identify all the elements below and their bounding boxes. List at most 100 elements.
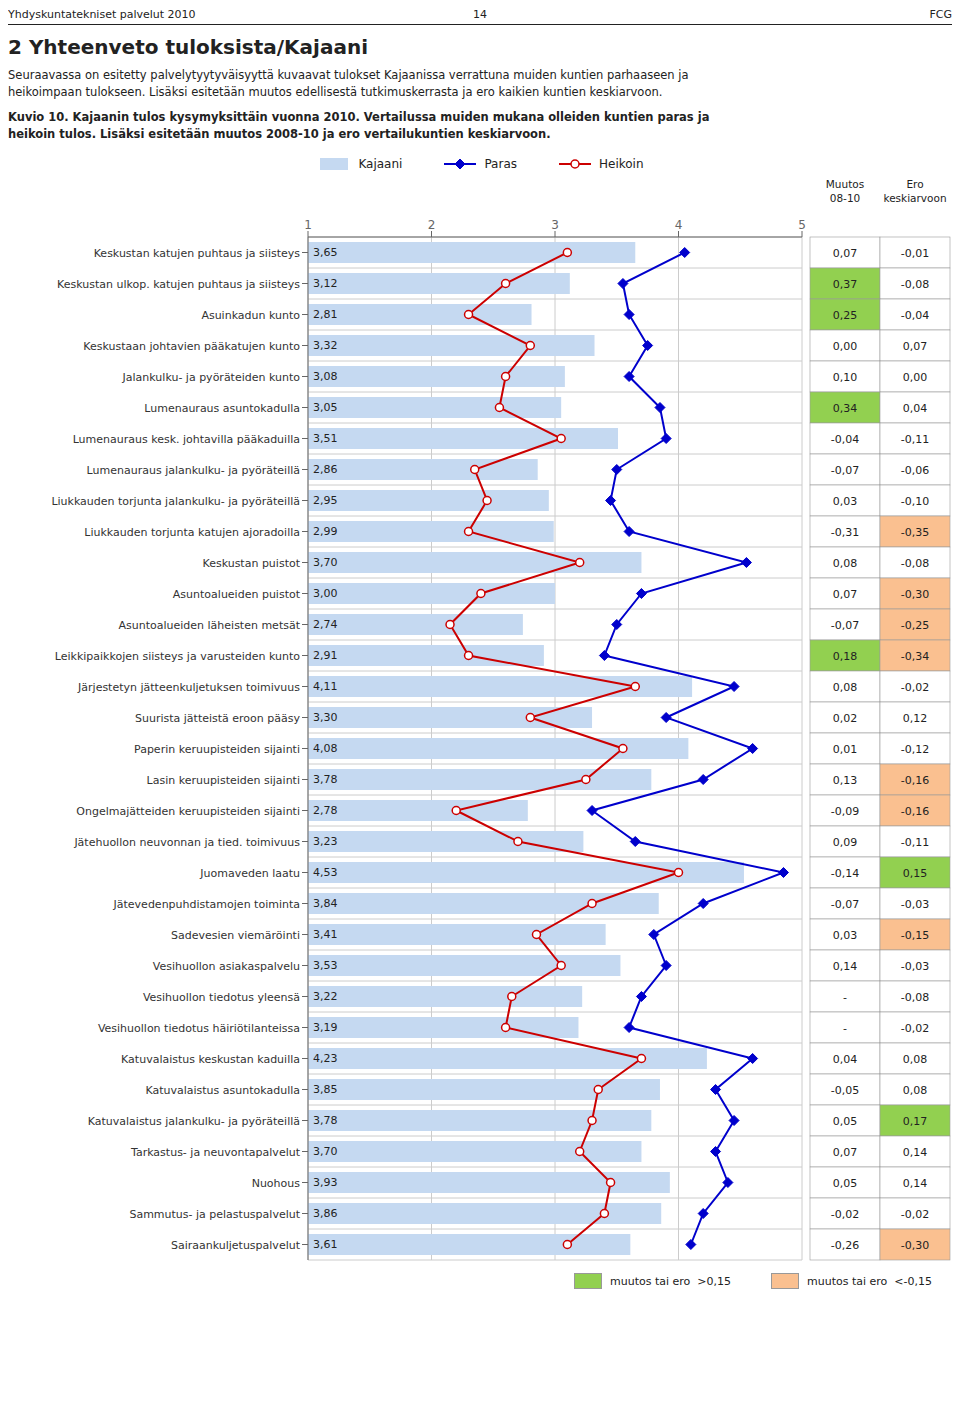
svg-text:Sairaankuljetuspalvelut: Sairaankuljetuspalvelut bbox=[171, 1239, 301, 1252]
svg-text:-0,02: -0,02 bbox=[901, 1208, 929, 1221]
svg-text:Katuvalaistus jalankulku- ja p: Katuvalaistus jalankulku- ja pyöräteillä bbox=[88, 1115, 300, 1128]
svg-text:0,02: 0,02 bbox=[833, 712, 858, 725]
svg-text:-0,10: -0,10 bbox=[901, 495, 929, 508]
svg-text:-0,06: -0,06 bbox=[901, 464, 929, 477]
svg-text:2,74: 2,74 bbox=[313, 618, 338, 631]
svg-text:1: 1 bbox=[304, 218, 312, 232]
svg-text:0,07: 0,07 bbox=[833, 1146, 858, 1159]
svg-text:3: 3 bbox=[551, 218, 559, 232]
svg-text:0,04: 0,04 bbox=[903, 402, 928, 415]
svg-text:3,51: 3,51 bbox=[313, 432, 338, 445]
svg-text:Keskustan katujen puhtaus ja s: Keskustan katujen puhtaus ja siisteys bbox=[94, 247, 301, 260]
svg-text:2,99: 2,99 bbox=[313, 525, 338, 538]
svg-text:-0,01: -0,01 bbox=[901, 247, 929, 260]
svg-text:-0,07: -0,07 bbox=[831, 619, 859, 632]
svg-text:-0,11: -0,11 bbox=[901, 433, 929, 446]
svg-text:-0,35: -0,35 bbox=[901, 526, 929, 539]
svg-text:0,08: 0,08 bbox=[833, 557, 858, 570]
svg-text:Liukkauden torjunta jalankulku: Liukkauden torjunta jalankulku- ja pyörä… bbox=[51, 495, 300, 508]
svg-text:4,23: 4,23 bbox=[313, 1052, 338, 1065]
svg-text:0,37: 0,37 bbox=[833, 278, 858, 291]
svg-text:Lumenauraus asuntokadulla: Lumenauraus asuntokadulla bbox=[144, 402, 300, 415]
svg-text:0,18: 0,18 bbox=[833, 650, 858, 663]
svg-text:0,00: 0,00 bbox=[833, 340, 858, 353]
svg-text:3,05: 3,05 bbox=[313, 401, 338, 414]
svg-text:3,41: 3,41 bbox=[313, 928, 338, 941]
svg-text:5: 5 bbox=[798, 218, 806, 232]
svg-text:0,15: 0,15 bbox=[903, 867, 928, 880]
svg-text:Leikkipaikkojen siisteys ja va: Leikkipaikkojen siisteys ja varusteiden … bbox=[55, 650, 301, 663]
svg-text:Jätevedenpuhdistamojen toimint: Jätevedenpuhdistamojen toiminta bbox=[113, 898, 300, 911]
svg-text:3,86: 3,86 bbox=[313, 1207, 338, 1220]
svg-text:Asuntoalueiden puistot: Asuntoalueiden puistot bbox=[173, 588, 301, 601]
svg-text:3,32: 3,32 bbox=[313, 339, 338, 352]
svg-text:Nuohous: Nuohous bbox=[252, 1177, 301, 1190]
svg-text:3,70: 3,70 bbox=[313, 556, 338, 569]
svg-text:-: - bbox=[843, 1022, 847, 1035]
svg-text:0,17: 0,17 bbox=[903, 1115, 928, 1128]
svg-text:3,30: 3,30 bbox=[313, 711, 338, 724]
svg-text:-0,02: -0,02 bbox=[831, 1208, 859, 1221]
svg-text:-0,07: -0,07 bbox=[831, 464, 859, 477]
svg-text:4,53: 4,53 bbox=[313, 866, 338, 879]
svg-text:Lasin keruupisteiden sijainti: Lasin keruupisteiden sijainti bbox=[147, 774, 300, 787]
svg-text:Suurista jätteistä eroon pääsy: Suurista jätteistä eroon pääsy bbox=[135, 712, 300, 725]
svg-text:0,05: 0,05 bbox=[833, 1115, 858, 1128]
svg-text:3,12: 3,12 bbox=[313, 277, 338, 290]
svg-text:Vesihuollon tiedotus yleensä: Vesihuollon tiedotus yleensä bbox=[143, 991, 300, 1004]
svg-text:0,08: 0,08 bbox=[903, 1053, 928, 1066]
svg-text:-0,16: -0,16 bbox=[901, 805, 929, 818]
svg-text:-0,12: -0,12 bbox=[901, 743, 929, 756]
svg-text:-0,03: -0,03 bbox=[901, 898, 929, 911]
svg-text:-0,08: -0,08 bbox=[901, 557, 929, 570]
svg-text:4,08: 4,08 bbox=[313, 742, 338, 755]
svg-text:3,78: 3,78 bbox=[313, 773, 338, 786]
svg-text:-0,30: -0,30 bbox=[901, 1239, 929, 1252]
svg-text:-0,16: -0,16 bbox=[901, 774, 929, 787]
svg-text:0,10: 0,10 bbox=[833, 371, 858, 384]
svg-text:0,25: 0,25 bbox=[833, 309, 858, 322]
svg-text:-0,34: -0,34 bbox=[901, 650, 929, 663]
svg-text:Paperin keruupisteiden sijaint: Paperin keruupisteiden sijainti bbox=[134, 743, 300, 756]
svg-text:-0,26: -0,26 bbox=[831, 1239, 859, 1252]
svg-text:3,65: 3,65 bbox=[313, 246, 338, 259]
svg-text:3,78: 3,78 bbox=[313, 1114, 338, 1127]
svg-text:3,53: 3,53 bbox=[313, 959, 338, 972]
svg-text:-0,31: -0,31 bbox=[831, 526, 859, 539]
svg-text:2,91: 2,91 bbox=[313, 649, 338, 662]
svg-text:Asuinkadun kunto: Asuinkadun kunto bbox=[201, 309, 300, 322]
svg-text:0,34: 0,34 bbox=[833, 402, 858, 415]
svg-text:Vesihuollon tiedotus häiriötil: Vesihuollon tiedotus häiriötilanteissa bbox=[98, 1022, 300, 1035]
svg-text:3,61: 3,61 bbox=[313, 1238, 338, 1251]
svg-text:Keskustan ulkop. katujen puhta: Keskustan ulkop. katujen puhtaus ja siis… bbox=[57, 278, 300, 291]
svg-text:3,85: 3,85 bbox=[313, 1083, 338, 1096]
svg-text:3,93: 3,93 bbox=[313, 1176, 338, 1189]
svg-text:Vesihuollon asiakaspalvelu: Vesihuollon asiakaspalvelu bbox=[153, 960, 300, 973]
svg-text:0,00: 0,00 bbox=[903, 371, 928, 384]
svg-text:0,09: 0,09 bbox=[833, 836, 858, 849]
svg-text:Ongelmajätteiden keruupisteide: Ongelmajätteiden keruupisteiden sijainti bbox=[76, 805, 300, 818]
svg-text:0,08: 0,08 bbox=[903, 1084, 928, 1097]
svg-text:3,22: 3,22 bbox=[313, 990, 338, 1003]
svg-text:Tarkastus- ja neuvontapalvelut: Tarkastus- ja neuvontapalvelut bbox=[130, 1146, 301, 1159]
svg-text:0,07: 0,07 bbox=[833, 247, 858, 260]
svg-text:-0,15: -0,15 bbox=[901, 929, 929, 942]
svg-text:3,23: 3,23 bbox=[313, 835, 338, 848]
svg-text:0,13: 0,13 bbox=[833, 774, 858, 787]
svg-text:0,07: 0,07 bbox=[903, 340, 928, 353]
svg-text:Jätehuollon neuvonnan ja tied.: Jätehuollon neuvonnan ja tied. toimivuus bbox=[73, 836, 300, 849]
svg-text:3,08: 3,08 bbox=[313, 370, 338, 383]
svg-text:0,14: 0,14 bbox=[833, 960, 858, 973]
svg-text:0,03: 0,03 bbox=[833, 929, 858, 942]
svg-text:0,14: 0,14 bbox=[903, 1146, 928, 1159]
svg-text:3,00: 3,00 bbox=[313, 587, 338, 600]
svg-text:2,81: 2,81 bbox=[313, 308, 338, 321]
svg-text:Liukkauden torjunta katujen aj: Liukkauden torjunta katujen ajoradoilla bbox=[84, 526, 300, 539]
svg-text:0,03: 0,03 bbox=[833, 495, 858, 508]
svg-text:2,86: 2,86 bbox=[313, 463, 338, 476]
svg-text:-0,02: -0,02 bbox=[901, 1022, 929, 1035]
svg-text:4,11: 4,11 bbox=[313, 680, 338, 693]
svg-text:Katuvalaistus asuntokadulla: Katuvalaistus asuntokadulla bbox=[145, 1084, 300, 1097]
svg-text:Keskustan puistot: Keskustan puistot bbox=[202, 557, 300, 570]
svg-text:-0,07: -0,07 bbox=[831, 898, 859, 911]
